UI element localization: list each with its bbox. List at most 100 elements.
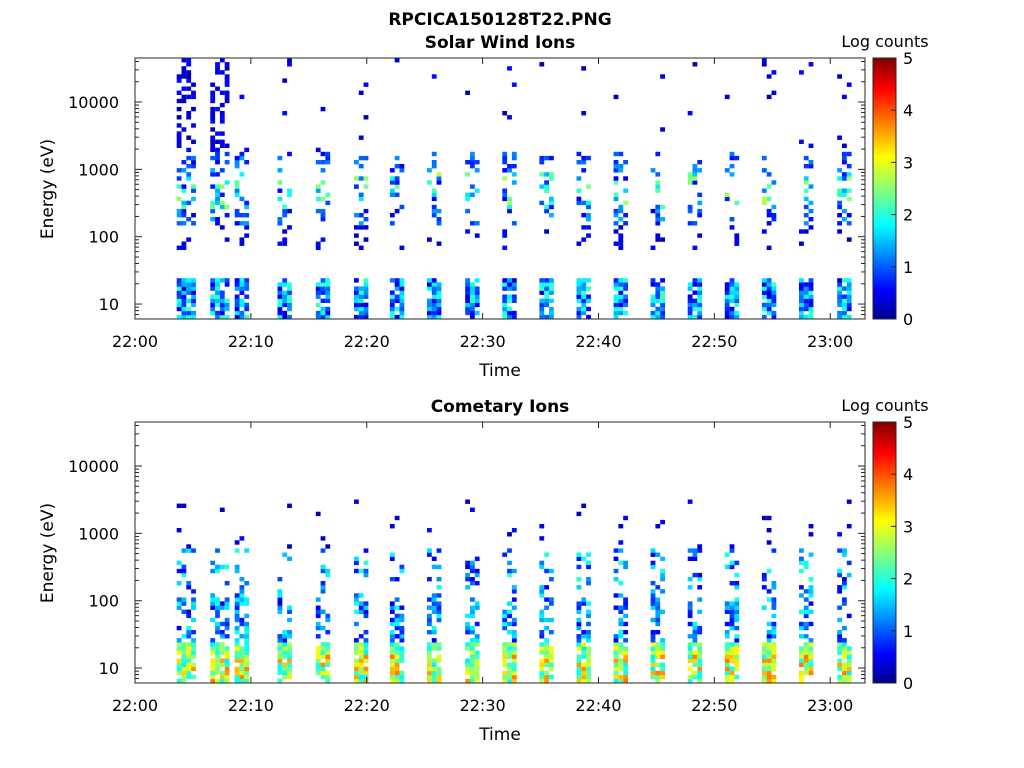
heatmap-cell (277, 601, 283, 606)
heatmap-cell (325, 658, 331, 663)
heatmap-cell (697, 233, 703, 238)
heatmap-cell (431, 164, 437, 169)
heatmap-cell (431, 278, 437, 283)
heatmap-cell (692, 176, 698, 181)
heatmap-cell (623, 650, 628, 655)
heatmap-cell (613, 168, 619, 173)
heatmap-cell (470, 597, 475, 602)
heatmap-cell (618, 298, 624, 303)
heatmap-cell (354, 666, 359, 672)
heatmap-cell (389, 634, 395, 639)
heatmap-cell (660, 237, 665, 242)
heatmap-cell (427, 298, 432, 303)
heatmap-cell (724, 670, 730, 676)
heatmap-cell (697, 290, 703, 295)
heatmap-cell (837, 634, 842, 639)
heatmap-cell (655, 208, 661, 214)
heatmap-cell (549, 278, 554, 283)
heatmap-cell (239, 601, 245, 606)
heatmap-cell (394, 621, 400, 627)
heatmap-cell (244, 278, 250, 283)
heatmap-cell (842, 306, 847, 312)
heatmap-cell (239, 617, 245, 623)
heatmap-cell (803, 290, 809, 295)
heatmap-cell (842, 638, 847, 643)
heatmap-cell (363, 650, 369, 655)
heatmap-cell (511, 617, 517, 623)
heatmap-cell (771, 625, 777, 631)
heatmap-cell (358, 662, 364, 667)
heatmap-cell (186, 298, 192, 303)
heatmap-cell (697, 609, 703, 614)
heatmap-cell (394, 634, 400, 639)
heatmap-cell (436, 670, 442, 676)
heatmap-cell (389, 306, 395, 312)
heatmap-cell (803, 670, 809, 676)
heatmap-cell (389, 650, 395, 655)
heatmap-cell (846, 499, 852, 504)
heatmap-cell (181, 674, 187, 680)
heatmap-cell (287, 658, 292, 663)
heatmap-cell (191, 282, 196, 287)
heatmap-cell (465, 625, 470, 631)
heatmap-cell (502, 625, 508, 631)
heatmap-cell (502, 282, 508, 287)
heatmap-cell (186, 581, 192, 586)
heatmap-cell (660, 654, 665, 659)
heatmap-cell (544, 180, 549, 185)
heatmap-cell (282, 552, 288, 557)
heatmap-cell (389, 678, 395, 684)
heatmap-cell (771, 621, 777, 627)
heatmap-cell (613, 221, 619, 226)
heatmap-cell (766, 302, 772, 308)
heatmap-cell (358, 135, 364, 140)
heatmap-cell (581, 200, 587, 206)
heatmap-cell (325, 650, 331, 655)
y-tick-label: 100 (88, 592, 119, 611)
heatmap-cell (655, 286, 661, 291)
heatmap-cell (837, 658, 842, 663)
heatmap-cell (799, 593, 804, 598)
heatmap-cell (215, 147, 220, 153)
heatmap-cell (799, 674, 804, 680)
heatmap-cell (842, 646, 847, 651)
heatmap-cell (576, 298, 582, 303)
heatmap-cell (287, 670, 292, 676)
heatmap-cell (766, 172, 772, 177)
heatmap-cell (544, 625, 549, 631)
heatmap-cell (358, 670, 364, 676)
heatmap-cell (436, 646, 442, 651)
heatmap-cell (734, 298, 740, 303)
heatmap-cell (389, 180, 395, 185)
heatmap-cell (842, 143, 847, 148)
heatmap-cell (549, 196, 554, 202)
heatmap-cell (363, 642, 369, 647)
heatmap-cell (465, 229, 470, 234)
heatmap-cell (576, 556, 582, 561)
heatmap-cell (219, 310, 225, 316)
heatmap-cell (842, 278, 847, 283)
heatmap-cell (837, 568, 842, 574)
heatmap-cell (287, 630, 292, 635)
heatmap-cell (799, 70, 804, 75)
heatmap-cell (354, 233, 359, 238)
heatmap-cell (358, 290, 364, 295)
heatmap-cell (389, 621, 395, 627)
heatmap-cell (244, 286, 250, 291)
heatmap-cell (511, 597, 517, 602)
heatmap-cell (191, 213, 196, 218)
heatmap-cell (176, 658, 182, 663)
heatmap-cell (549, 658, 554, 663)
heatmap-cell (427, 646, 432, 651)
heatmap-cell (224, 213, 230, 218)
heatmap-cell (287, 306, 292, 312)
heatmap-cell (465, 572, 470, 578)
heatmap-cell (431, 192, 437, 197)
heatmap-cell (244, 221, 250, 226)
heatmap-cell (613, 176, 619, 181)
heatmap-cell (687, 282, 693, 287)
heatmap-cell (544, 208, 549, 214)
heatmap-cell (210, 646, 216, 651)
heatmap-cell (729, 172, 735, 177)
heatmap-cell (808, 306, 814, 312)
